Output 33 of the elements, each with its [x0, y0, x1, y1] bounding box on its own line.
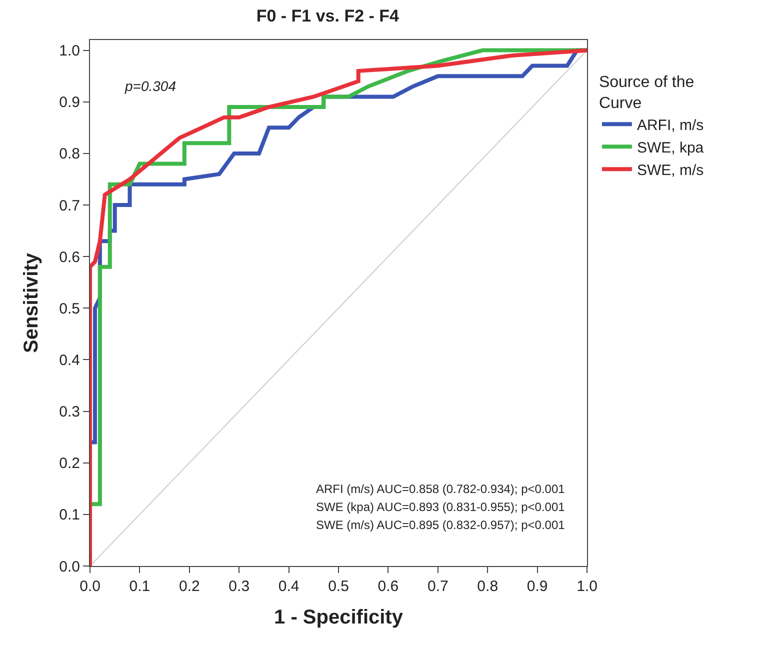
y-tick-label: 0.2	[59, 455, 80, 472]
x-tick-label: 0.5	[328, 578, 349, 595]
annotation: SWE (kpa) AUC=0.893 (0.831-0.955); p<0.001	[316, 500, 566, 514]
y-tick-label: 0.7	[59, 197, 80, 214]
x-tick-label: 0.2	[178, 578, 200, 595]
annotation: ARFI (m/s) AUC=0.858 (0.782-0.934); p<0.001	[316, 482, 566, 496]
y-tick-label: 0.3	[59, 404, 80, 421]
x-tick-label: 0.0	[80, 578, 100, 595]
y-tick-label: 1.0	[59, 42, 80, 60]
y-axis-title: Sensitivity	[20, 252, 43, 354]
y-tick-label: 0.5	[59, 300, 80, 318]
x-tick-label: 0.4	[278, 578, 300, 595]
x-tick-label: 0.7	[427, 578, 448, 595]
y-tick-label: 0.4	[59, 352, 80, 369]
x-axis-title: 1 - Specificity	[274, 606, 404, 628]
y-tick-label: 0.9	[59, 94, 80, 112]
legend-label: SWE, kpa	[636, 140, 704, 156]
legend-label: SWE, m/s	[636, 162, 704, 179]
y-tick-label: 0.6	[59, 248, 80, 266]
legend-title: Source of the Curve	[598, 74, 694, 112]
annotation: p=0.304	[124, 78, 176, 94]
y-tick-label: 0.8	[59, 146, 80, 163]
x-tick-label: 0.3	[228, 578, 250, 595]
x-tick-label: 0.1	[129, 578, 150, 595]
x-tick-label: 0.6	[378, 578, 399, 595]
y-tick-label: 0.0	[59, 558, 80, 576]
annotation: SWE (m/s) AUC=0.895 (0.832-0.957); p<0.001	[316, 518, 566, 532]
x-tick-label: 0.8	[477, 578, 498, 595]
x-tick-label: 0.9	[526, 578, 548, 595]
legend-label: ARFI, m/s	[636, 117, 704, 134]
y-tick-label: 0.1	[59, 506, 80, 524]
x-tick-label: 1.0	[576, 578, 598, 595]
chart-title: F0 - F1 vs. F2 - F4	[256, 6, 400, 26]
